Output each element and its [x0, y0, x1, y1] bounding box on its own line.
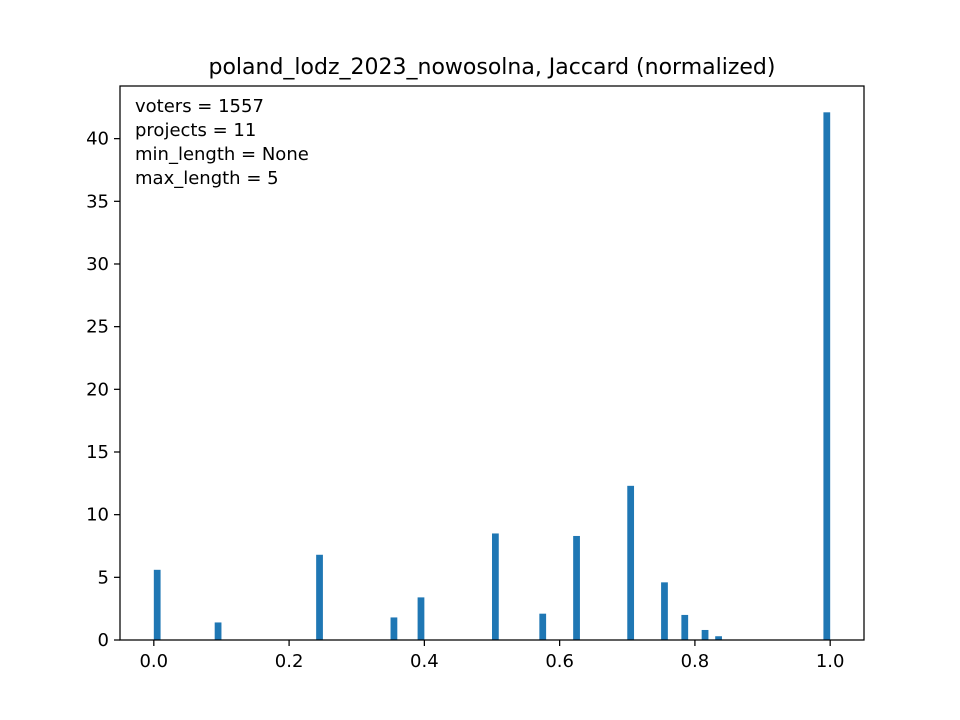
bar-13 — [823, 112, 831, 640]
y-tick-label-3: 15 — [86, 442, 109, 463]
x-tick-label-3: 0.6 — [545, 651, 574, 672]
bar-10 — [681, 614, 689, 640]
annotation-min-length: min_length = None — [135, 144, 309, 165]
y-tick-label-6: 30 — [86, 254, 109, 275]
x-tick-label-5: 1.0 — [816, 651, 845, 672]
y-tick-label-4: 20 — [86, 379, 109, 400]
chart-title: poland_lodz_2023_nowosolna, Jaccard (nor… — [209, 55, 776, 80]
y-tick-label-5: 25 — [86, 317, 109, 338]
y-tick-label-7: 35 — [86, 191, 109, 212]
y-tick-label-8: 40 — [86, 129, 109, 150]
bar-3 — [390, 617, 398, 640]
x-axis: 0.0 0.2 0.4 0.6 0.8 1.0 — [139, 640, 845, 672]
bar-11 — [701, 629, 709, 640]
bar-9 — [661, 582, 668, 640]
bar-7 — [573, 535, 580, 640]
x-tick-label-4: 0.8 — [681, 651, 710, 672]
bar-1 — [214, 622, 222, 640]
y-tick-label-1: 5 — [98, 567, 109, 588]
bar-2 — [316, 554, 323, 640]
annotation-projects: projects = 11 — [135, 120, 256, 141]
bar-group — [153, 112, 831, 640]
annotation-box: voters = 1557 projects = 11 min_length =… — [135, 96, 309, 189]
bar-4 — [417, 597, 425, 640]
bar-12 — [715, 636, 722, 640]
bar-6 — [539, 613, 547, 640]
y-axis: 0 5 10 15 20 25 30 35 40 — [86, 129, 120, 651]
y-tick-label-2: 10 — [86, 505, 109, 526]
x-tick-label-1: 0.2 — [275, 651, 304, 672]
x-tick-label-2: 0.4 — [410, 651, 439, 672]
annotation-voters: voters = 1557 — [135, 96, 264, 117]
bar-0 — [153, 569, 161, 640]
bar-5 — [492, 533, 499, 640]
bar-8 — [627, 485, 635, 640]
y-tick-label-0: 0 — [98, 630, 109, 651]
x-tick-label-0: 0.0 — [139, 651, 168, 672]
annotation-max-length: max_length = 5 — [135, 168, 279, 189]
plot-area-frame — [119, 85, 865, 641]
